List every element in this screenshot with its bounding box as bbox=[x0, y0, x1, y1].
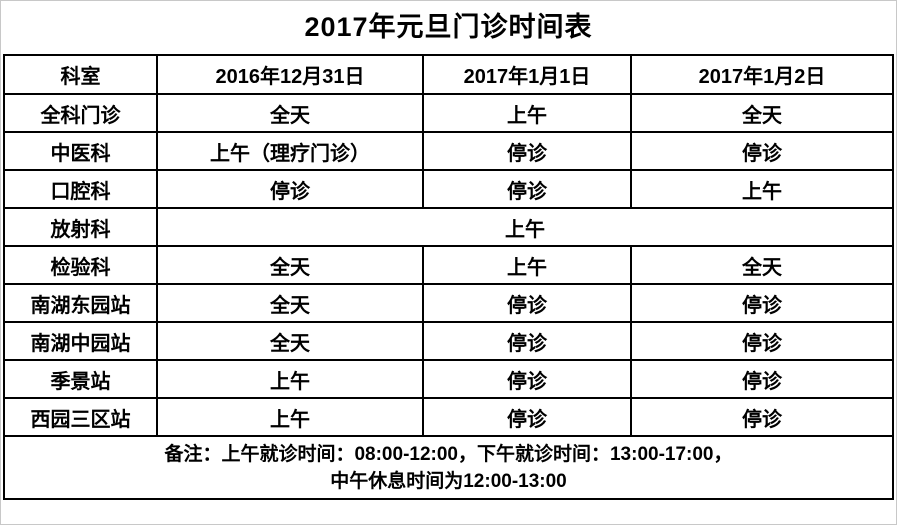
table-row: 检验科 全天 上午 全天 bbox=[3, 245, 894, 285]
dept-cell: 口腔科 bbox=[3, 169, 158, 209]
table-row: 全科门诊 全天 上午 全天 bbox=[3, 93, 894, 133]
dept-cell: 南湖东园站 bbox=[3, 283, 158, 323]
table-row: 季景站 上午 停诊 停诊 bbox=[3, 359, 894, 399]
schedule-cell: 上午 bbox=[156, 397, 424, 437]
schedule-cell: 全天 bbox=[156, 245, 424, 285]
schedule-cell: 停诊 bbox=[422, 359, 632, 399]
schedule-cell: 停诊 bbox=[422, 321, 632, 361]
schedule-cell: 全天 bbox=[156, 321, 424, 361]
dept-cell: 检验科 bbox=[3, 245, 158, 285]
note-cell: 备注：上午就诊时间：08:00-12:00，下午就诊时间：13:00-17:00… bbox=[3, 435, 894, 500]
note-row: 备注：上午就诊时间：08:00-12:00，下午就诊时间：13:00-17:00… bbox=[3, 435, 894, 500]
table-row: 南湖中园站 全天 停诊 停诊 bbox=[3, 321, 894, 361]
dept-cell: 南湖中园站 bbox=[3, 321, 158, 361]
schedule-cell: 全天 bbox=[156, 283, 424, 323]
page-title: 2017年元旦门诊时间表 bbox=[304, 12, 593, 42]
table-row: 口腔科 停诊 停诊 上午 bbox=[3, 169, 894, 209]
table-row: 中医科 上午（理疗门诊） 停诊 停诊 bbox=[3, 131, 894, 171]
schedule-cell: 全天 bbox=[630, 245, 894, 285]
dept-cell: 放射科 bbox=[3, 207, 158, 247]
schedule-cell: 停诊 bbox=[630, 397, 894, 437]
schedule-cell: 上午（理疗门诊） bbox=[156, 131, 424, 171]
column-header-dept: 科室 bbox=[3, 54, 158, 95]
note-line-1: 备注：上午就诊时间：08:00-12:00，下午就诊时间：13:00-17:00… bbox=[164, 443, 733, 465]
schedule-cell: 上午 bbox=[422, 93, 632, 133]
schedule-cell: 停诊 bbox=[422, 131, 632, 171]
table-row: 南湖东园站 全天 停诊 停诊 bbox=[3, 283, 894, 323]
schedule-cell: 停诊 bbox=[630, 321, 894, 361]
schedule-cell: 停诊 bbox=[630, 359, 894, 399]
dept-cell: 全科门诊 bbox=[3, 93, 158, 133]
schedule-cell: 停诊 bbox=[422, 169, 632, 209]
schedule-cell: 全天 bbox=[630, 93, 894, 133]
schedule-table: 科室 2016年12月31日 2017年1月1日 2017年1月2日 全科门诊 … bbox=[3, 54, 894, 500]
schedule-cell: 上午 bbox=[156, 359, 424, 399]
schedule-cell: 全天 bbox=[156, 93, 424, 133]
column-header-date2: 2017年1月1日 bbox=[422, 54, 632, 95]
schedule-cell: 停诊 bbox=[630, 131, 894, 171]
dept-cell: 季景站 bbox=[3, 359, 158, 399]
schedule-cell: 停诊 bbox=[422, 397, 632, 437]
dept-cell: 西园三区站 bbox=[3, 397, 158, 437]
table-row-merged: 放射科 上午 bbox=[3, 207, 894, 247]
column-header-date1: 2016年12月31日 bbox=[156, 54, 424, 95]
note-line-2: 中午休息时间为12:00-13:00 bbox=[330, 470, 567, 492]
header-row: 科室 2016年12月31日 2017年1月1日 2017年1月2日 bbox=[3, 54, 894, 95]
schedule-cell: 停诊 bbox=[630, 283, 894, 323]
table-row: 西园三区站 上午 停诊 停诊 bbox=[3, 397, 894, 437]
dept-cell: 中医科 bbox=[3, 131, 158, 171]
schedule-cell: 停诊 bbox=[422, 283, 632, 323]
schedule-cell: 上午 bbox=[422, 245, 632, 285]
column-header-date3: 2017年1月2日 bbox=[630, 54, 894, 95]
schedule-cell: 上午 bbox=[630, 169, 894, 209]
schedule-cell: 停诊 bbox=[156, 169, 424, 209]
schedule-cell-merged: 上午 bbox=[156, 207, 894, 247]
